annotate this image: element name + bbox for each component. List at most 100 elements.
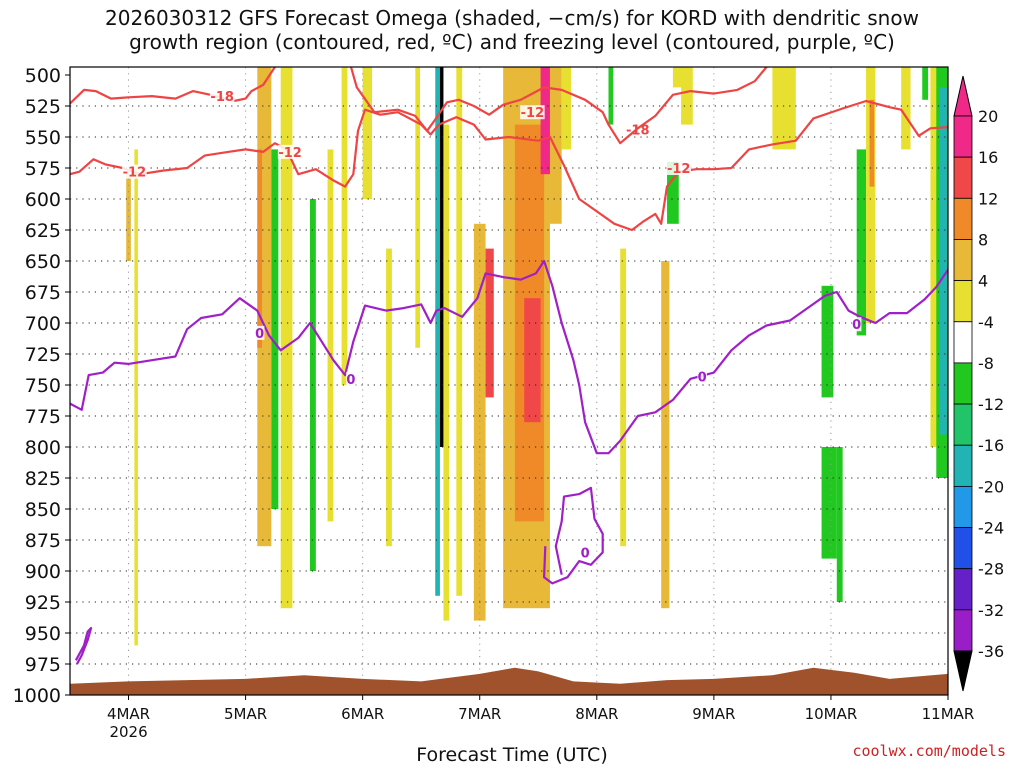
omega-cell xyxy=(620,248,627,547)
y-tick-label: 700 xyxy=(25,313,61,335)
y-tick-label: 825 xyxy=(25,468,61,490)
y-tick-label: 625 xyxy=(25,220,61,242)
x-tick-label: 6MAR xyxy=(341,705,384,723)
dgz-minus12-left-label-bg xyxy=(122,164,147,179)
omega-cell xyxy=(672,67,683,88)
credit-text: coolwx.com/models xyxy=(852,742,1006,760)
dgz-minus12-right-line xyxy=(438,99,948,232)
colorbar-label: 12 xyxy=(978,189,998,208)
omega-cell xyxy=(681,67,693,125)
colorbar-band xyxy=(953,403,973,446)
dgz-minus12-right-label: -12 xyxy=(667,162,691,177)
dgz-minus18-label-bg xyxy=(209,89,235,104)
colorbar-label: -4 xyxy=(978,313,994,332)
colorbar-label: -8 xyxy=(978,354,994,373)
omega-cell xyxy=(866,67,876,323)
dgz-minus12-left-label-bg xyxy=(277,144,303,159)
omega-cell xyxy=(341,67,348,385)
dgz-minus12-left-label: -12 xyxy=(278,146,302,161)
y-tick-label: 950 xyxy=(25,623,61,645)
y-tick-label: 975 xyxy=(25,654,61,676)
y-tick-label: 675 xyxy=(25,282,61,304)
freezing-level-loop-line xyxy=(543,486,604,585)
omega-cell xyxy=(271,149,279,509)
colorbar-label: 16 xyxy=(978,148,998,167)
colorbar-label: 4 xyxy=(978,272,988,291)
colorbar-label: -16 xyxy=(978,436,1004,455)
y-tick-label: 600 xyxy=(25,189,61,211)
y-tick-label: 900 xyxy=(25,561,61,583)
chart-title: 2026030312 GFS Forecast Omega (shaded, −… xyxy=(0,6,1024,54)
omega-cell xyxy=(772,67,796,150)
omega-cell xyxy=(257,149,262,348)
grid-lines xyxy=(70,67,948,695)
omega-cell xyxy=(821,447,837,559)
freezing-level-label: 0 xyxy=(852,318,861,333)
freezing-level-loop-label-bg xyxy=(580,545,590,560)
colorbar-label: 8 xyxy=(978,230,988,249)
x-tick-label: 11MAR xyxy=(922,705,975,723)
dgz-minus12-right-label-bg xyxy=(666,161,691,175)
omega-cell xyxy=(134,149,138,646)
y-axis: 500 525 550 575 600 625 650 675 700 725 750 775 800 8… xyxy=(13,65,70,707)
omega-cell xyxy=(939,87,947,435)
chart-title-line1: 2026030312 GFS Forecast Omega (shaded, −… xyxy=(105,6,919,30)
y-tick-label: 750 xyxy=(25,375,61,397)
terrain-fill xyxy=(70,667,948,695)
colorbar-band xyxy=(953,321,973,364)
freezing-level-surface-line xyxy=(74,626,93,665)
dgz-minus12-right-label-bg xyxy=(520,105,545,120)
freezing-level-label: 0 xyxy=(698,370,707,385)
omega-cell xyxy=(443,124,450,621)
x-tick-label: 4MAR xyxy=(107,705,150,723)
colorbar-label: -28 xyxy=(978,560,1004,579)
plot-frame xyxy=(69,66,949,696)
omega-cell xyxy=(280,67,293,609)
omega-cell xyxy=(362,67,373,199)
colorbar-band xyxy=(953,568,973,611)
colorbar-band xyxy=(953,527,973,570)
omega-cell xyxy=(836,447,843,602)
colorbar-bottom-arrow xyxy=(953,650,973,692)
dgz-minus18-label: -18 xyxy=(210,90,234,105)
omega-cell xyxy=(386,248,392,547)
dgz-minus18-line xyxy=(70,67,276,105)
x-axis-label: Forecast Time (UTC) xyxy=(416,744,608,766)
freezing-level-loop-label: 0 xyxy=(581,546,590,561)
plot-border xyxy=(69,66,949,696)
omega-cell xyxy=(922,67,929,100)
freezing-level-label-bg xyxy=(697,369,707,384)
omega-cell xyxy=(901,67,911,150)
x-tick-label: 5MAR xyxy=(224,705,267,723)
dgz-minus12-left-label: -12 xyxy=(123,166,147,181)
omega-cell xyxy=(561,67,572,150)
freezing-level-label: 0 xyxy=(346,373,355,388)
omega-cell xyxy=(415,67,421,348)
x-tick-sublabel: 2026 xyxy=(109,723,147,741)
chart-title-line2: growth region (contoured, red, ºC) and f… xyxy=(129,30,895,54)
colorbar-band xyxy=(953,115,973,158)
x-tick-label: 8MAR xyxy=(575,705,618,723)
omega-cell xyxy=(524,298,541,423)
y-tick-label: 925 xyxy=(25,592,61,614)
omega-cell xyxy=(126,174,131,261)
omega-cell xyxy=(540,67,550,175)
omega-cell xyxy=(435,67,440,596)
omega-cell xyxy=(930,67,940,447)
y-tick-label: 500 xyxy=(25,65,61,87)
colorbar-band xyxy=(953,444,973,487)
dgz-minus18-right-line xyxy=(349,67,768,145)
dgz-minus12-right-label: -12 xyxy=(521,106,545,121)
omega-cell xyxy=(821,285,834,398)
omega-cell xyxy=(439,67,444,447)
omega-cell xyxy=(327,149,334,522)
y-tick-label: 575 xyxy=(25,158,61,180)
dgz-minus18-label: -18 xyxy=(626,124,650,139)
y-tick-label: 650 xyxy=(25,251,61,273)
omega-cell xyxy=(661,261,670,609)
y-tick-label: 725 xyxy=(25,344,61,366)
x-tick-label: 9MAR xyxy=(692,705,735,723)
